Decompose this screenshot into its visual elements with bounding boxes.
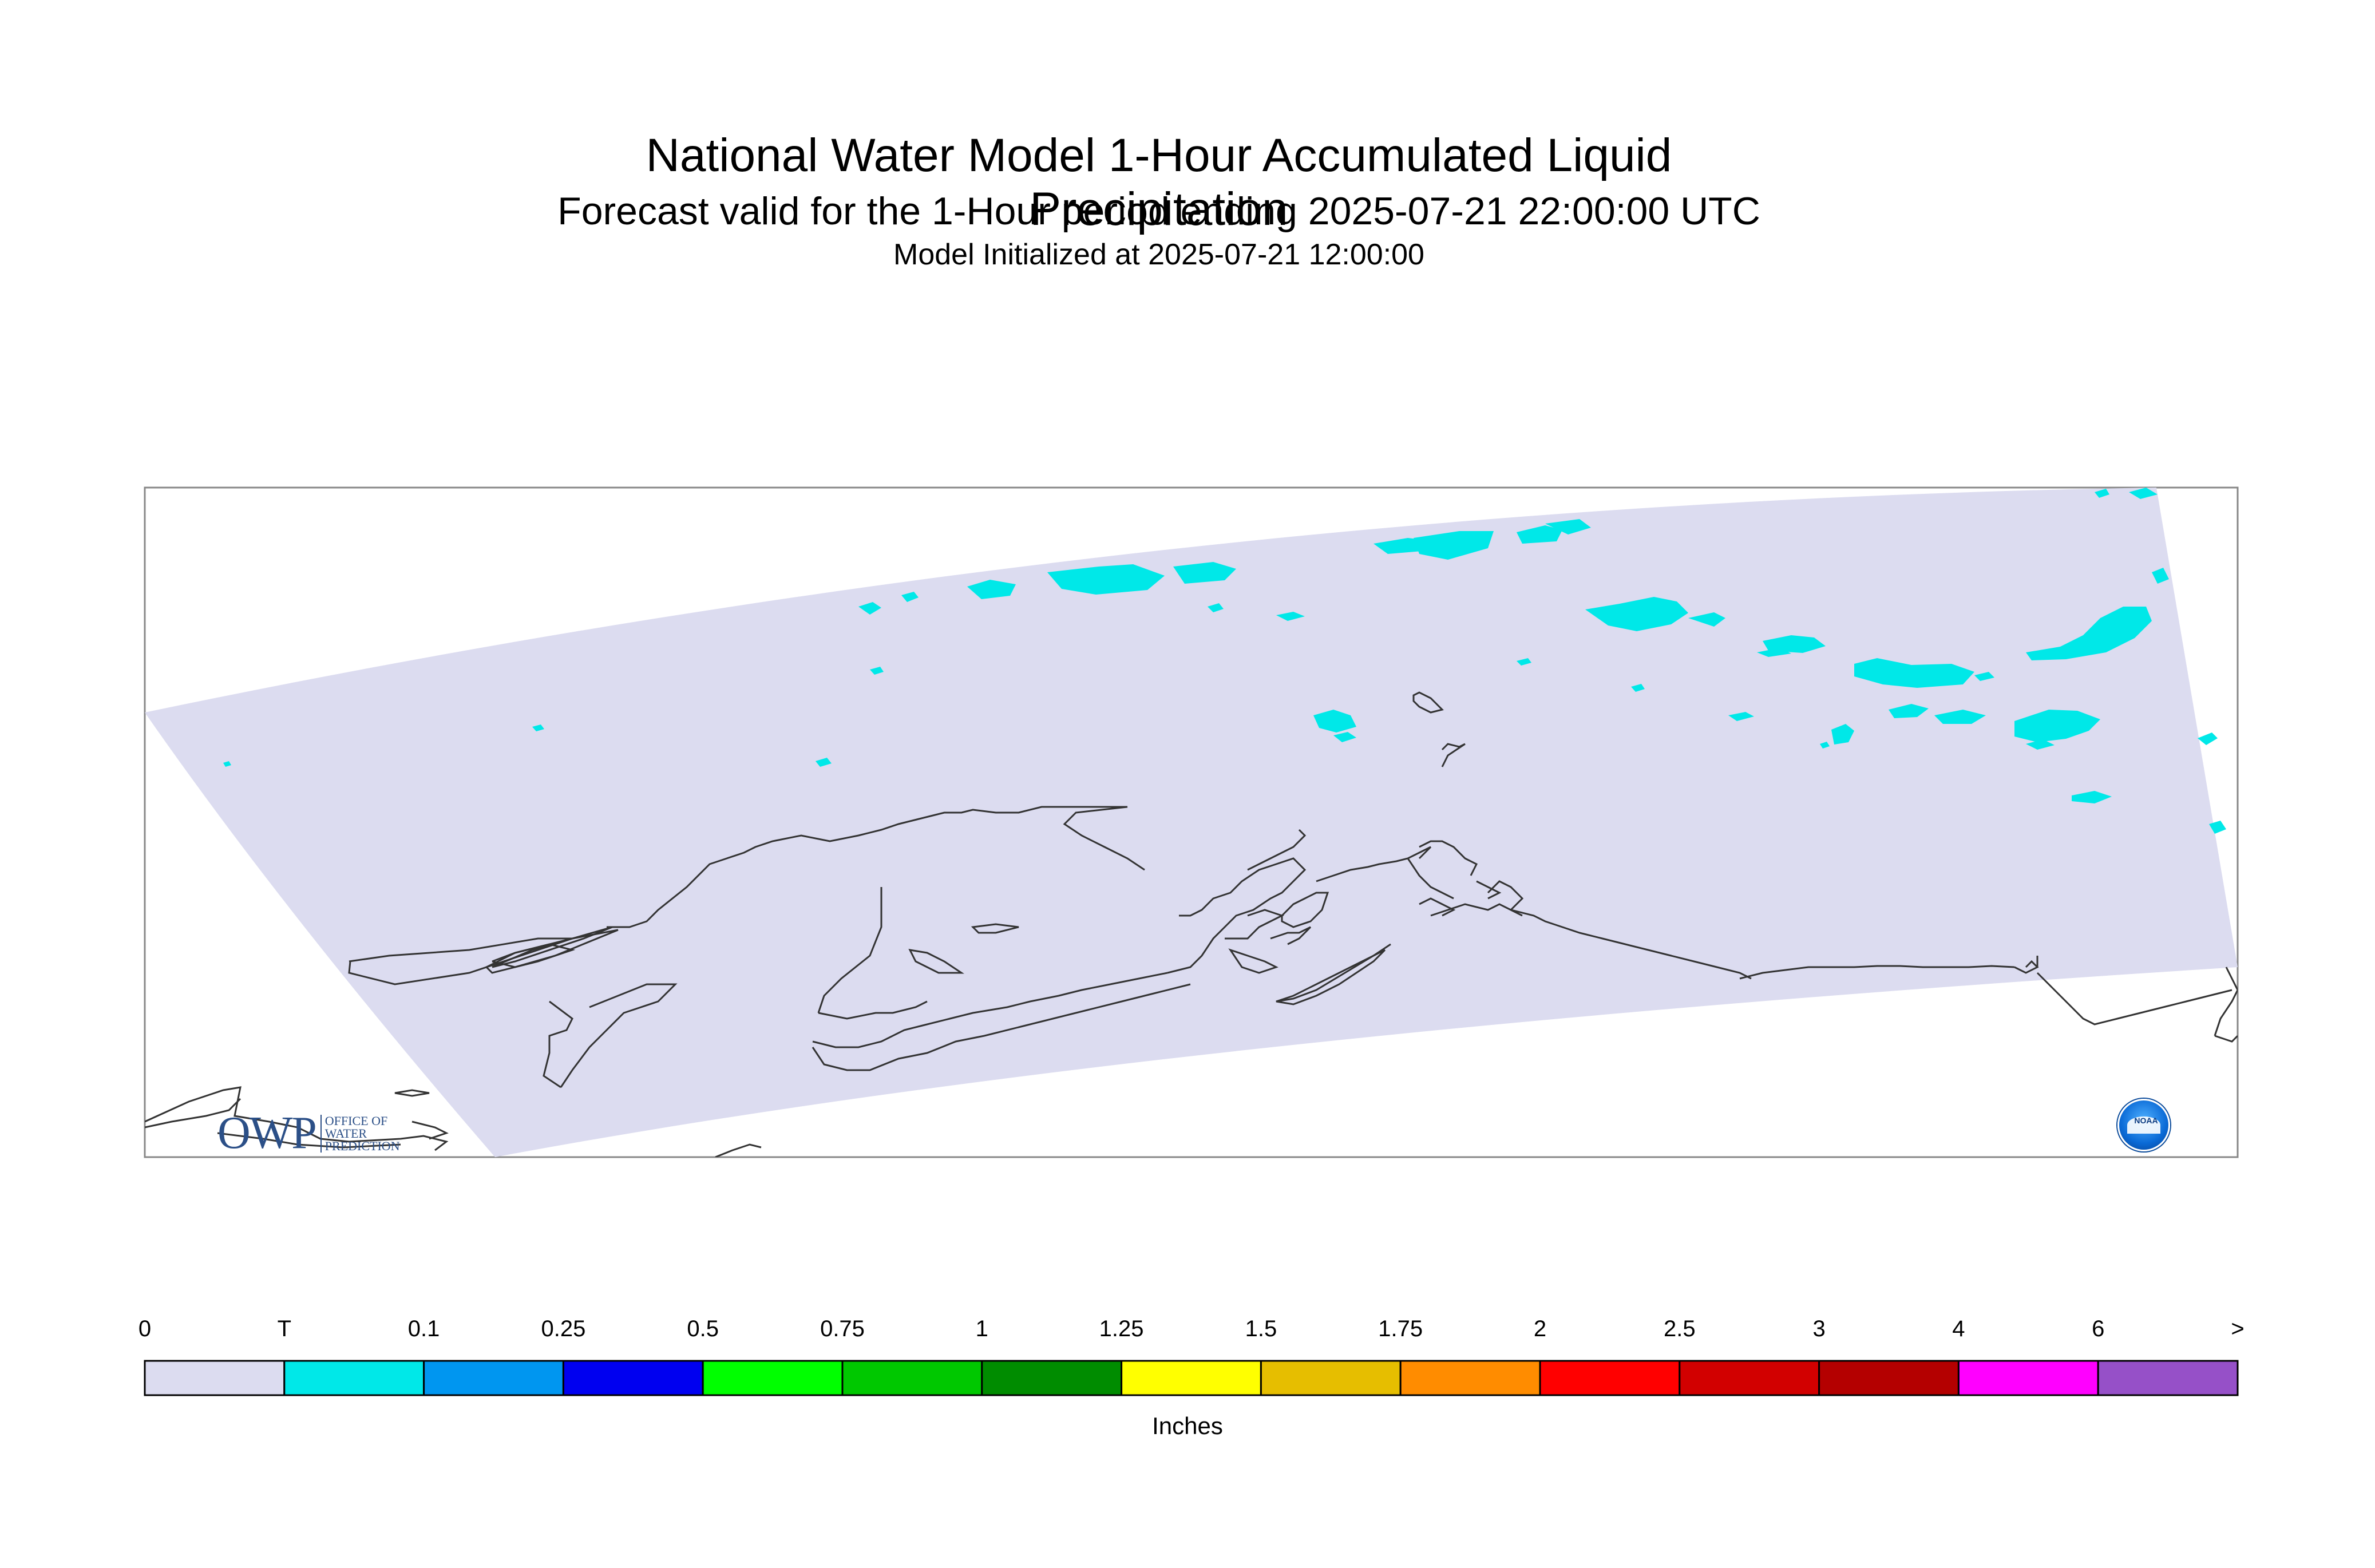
colorbar-tick-label: 0.25 (541, 1316, 586, 1341)
colorbar-swatch (562, 1360, 704, 1396)
colorbar-swatch (981, 1360, 1123, 1396)
noaa-logo (2117, 1099, 2170, 1151)
precip-colorbar (144, 1360, 2239, 1396)
colorbar-tick-label: 1.5 (1245, 1316, 1277, 1341)
colorbar-swatch (1818, 1360, 1960, 1396)
colorbar-swatch (1679, 1360, 1820, 1396)
owp-logo-mark: OWP (217, 1108, 317, 1158)
colorbar-tick-label: 4 (1952, 1316, 1965, 1341)
colorbar-swatch (283, 1360, 425, 1396)
colorbar-tick-label: 0.75 (820, 1316, 865, 1341)
coastline-boundaries (145, 691, 2238, 1157)
colorbar-tick-label: 0 (138, 1316, 152, 1341)
model-domain-area (145, 488, 2238, 1157)
model-init-line: Model Initialized at 2025-07-21 12:00:00 (893, 238, 1424, 271)
colorbar-tick-label: 1.75 (1378, 1316, 1423, 1341)
colorbar-tick-label: 2.5 (1663, 1316, 1696, 1341)
colorbar-swatch (1260, 1360, 1402, 1396)
colorbar-tick-label: 1 (975, 1316, 988, 1341)
colorbar-swatch (144, 1360, 286, 1396)
colorbar-tick-label: T (277, 1316, 292, 1341)
colorbar-swatch (423, 1360, 564, 1396)
colorbar-swatch (1539, 1360, 1681, 1396)
colorbar-tick-label: > (2231, 1316, 2245, 1341)
owp-logo: OWP OFFICE OF WATER PREDICTION (217, 1107, 400, 1159)
forecast-valid-subtitle: Forecast valid for the 1-Hour period end… (557, 189, 1760, 233)
map-title: National Water Model 1-Hour Accumulated … (646, 129, 1672, 235)
colorbar-swatch (1121, 1360, 1262, 1396)
colorbar-swatch (841, 1360, 983, 1396)
colorbar-tick-label: 3 (1812, 1316, 1826, 1341)
noaa-logo-text: NOAA (2134, 1116, 2158, 1125)
colorbar-tick-label: 0.1 (407, 1316, 440, 1341)
colorbar-tick-label: 2 (1533, 1316, 1547, 1341)
colorbar-tick-label: 6 (2092, 1316, 2105, 1341)
colorbar-swatch (1399, 1360, 1541, 1396)
colorbar-swatch (2097, 1360, 2239, 1396)
precipitation-trace-areas (223, 488, 2226, 834)
colorbar-tick-label: 1.25 (1099, 1316, 1144, 1341)
colorbar-swatch (1957, 1360, 2099, 1396)
owp-logo-text: OFFICE OF WATER PREDICTION (320, 1114, 400, 1153)
colorbar-units-label: Inches (1152, 1412, 1223, 1439)
colorbar-tick-label: 0.5 (687, 1316, 719, 1341)
colorbar-swatch (702, 1360, 844, 1396)
